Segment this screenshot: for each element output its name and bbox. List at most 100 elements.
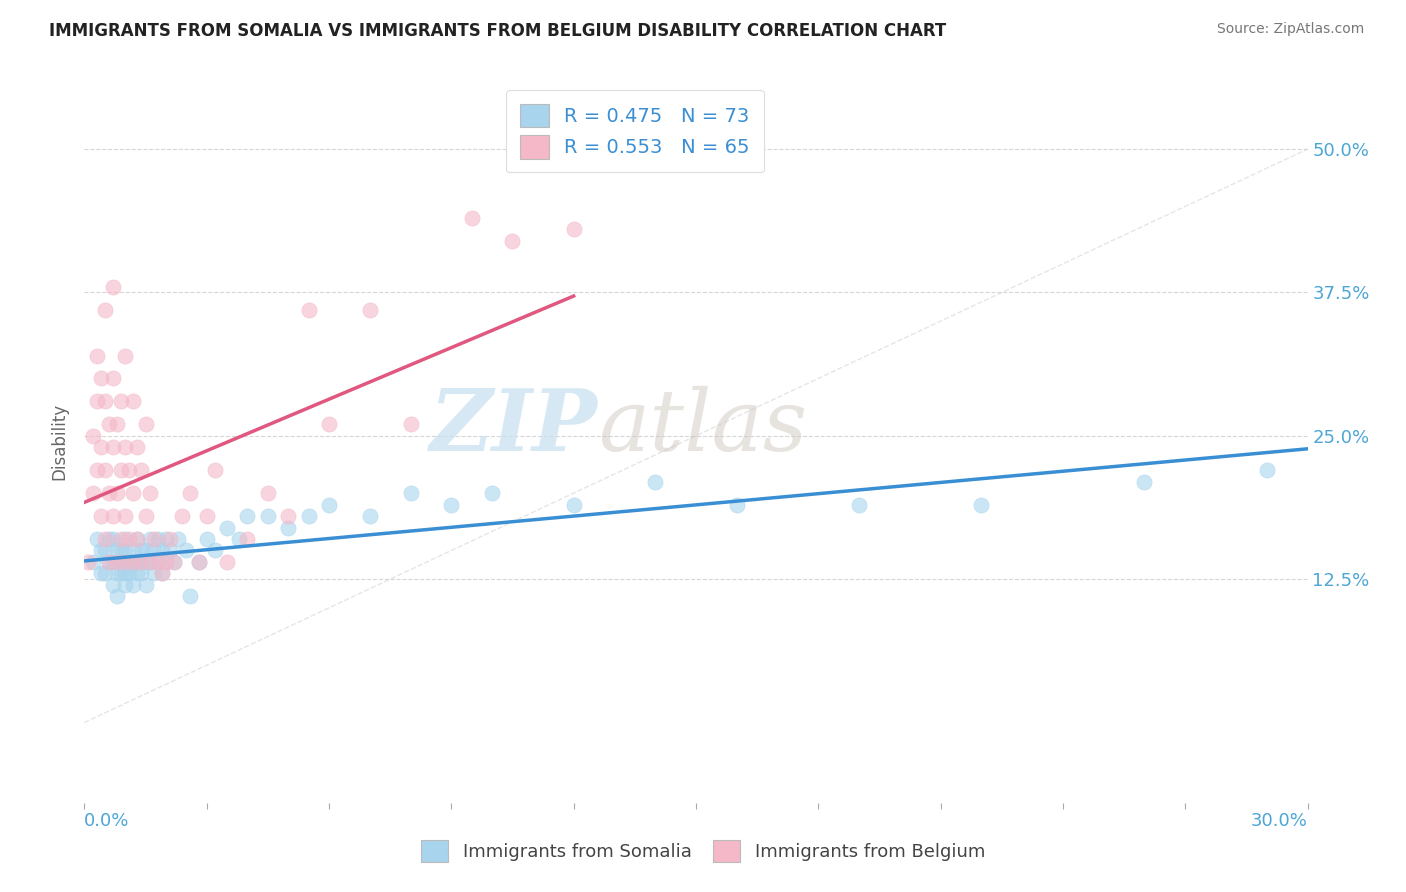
Point [179,590,201,604]
Point [105,543,128,558]
Point [118,532,141,546]
Point [138,486,160,500]
Point [93,394,115,409]
Point [155,555,177,569]
Point [82,429,104,443]
Point [359,302,381,317]
Point [101,371,124,385]
Point [135,543,157,558]
Point [90,440,112,454]
Point [110,543,132,558]
Point [110,463,132,477]
Text: atlas: atlas [598,385,807,468]
Point [110,532,132,546]
Point [461,211,484,225]
Point [118,566,141,581]
Point [146,555,169,569]
Point [93,463,115,477]
Point [101,440,124,454]
Point [122,578,145,592]
Point [298,302,321,317]
Point [562,222,585,236]
Point [135,578,157,592]
Point [82,555,104,569]
Text: 30.0%: 30.0% [1251,812,1308,830]
Point [142,543,165,558]
Point [97,486,120,500]
Point [187,555,209,569]
Point [101,578,124,592]
Point [167,532,190,546]
Legend: R = 0.475   N = 73, R = 0.553   N = 65: R = 0.475 N = 73, R = 0.553 N = 65 [506,90,763,172]
Point [127,532,149,546]
Point [155,532,177,546]
Point [159,543,181,558]
Point [114,440,136,454]
Point [174,543,197,558]
Point [122,394,145,409]
Point [114,543,136,558]
Point [90,543,112,558]
Point [105,555,128,569]
Point [257,486,280,500]
Point [101,279,124,293]
Point [93,302,115,317]
Point [135,509,157,524]
Point [848,498,870,512]
Text: Source: ZipAtlas.com: Source: ZipAtlas.com [1216,22,1364,37]
Point [127,566,149,581]
Point [138,555,160,569]
Point [114,566,136,581]
Point [172,509,194,524]
Point [970,498,993,512]
Point [118,555,141,569]
Point [131,566,153,581]
Point [110,566,132,581]
Point [155,555,177,569]
Point [150,566,173,581]
Point [142,566,165,581]
Point [114,532,136,546]
Point [122,486,145,500]
Y-axis label: Disability: Disability [51,403,69,480]
Point [93,543,115,558]
Point [131,543,153,558]
Point [195,532,218,546]
Point [399,486,422,500]
Point [725,498,748,512]
Point [318,498,340,512]
Point [204,463,226,477]
Point [318,417,340,432]
Point [298,509,321,524]
Point [105,417,128,432]
Point [277,520,299,534]
Point [90,371,112,385]
Point [159,532,181,546]
Point [187,555,209,569]
Point [502,234,524,248]
Point [1133,475,1156,489]
Point [644,475,666,489]
Point [90,566,112,581]
Point [163,555,186,569]
Point [257,509,280,524]
Point [228,532,250,546]
Point [562,498,585,512]
Point [77,555,100,569]
Point [236,532,259,546]
Point [135,555,157,569]
Point [440,498,463,512]
Point [399,417,422,432]
Point [93,566,115,581]
Point [150,566,173,581]
Point [138,555,160,569]
Point [86,463,108,477]
Point [146,555,169,569]
Point [359,509,381,524]
Point [110,555,132,569]
Legend: Immigrants from Somalia, Immigrants from Belgium: Immigrants from Somalia, Immigrants from… [413,833,993,870]
Point [150,543,173,558]
Point [122,543,145,558]
Point [142,532,165,546]
Text: IMMIGRANTS FROM SOMALIA VS IMMIGRANTS FROM BELGIUM DISABILITY CORRELATION CHART: IMMIGRANTS FROM SOMALIA VS IMMIGRANTS FR… [49,22,946,40]
